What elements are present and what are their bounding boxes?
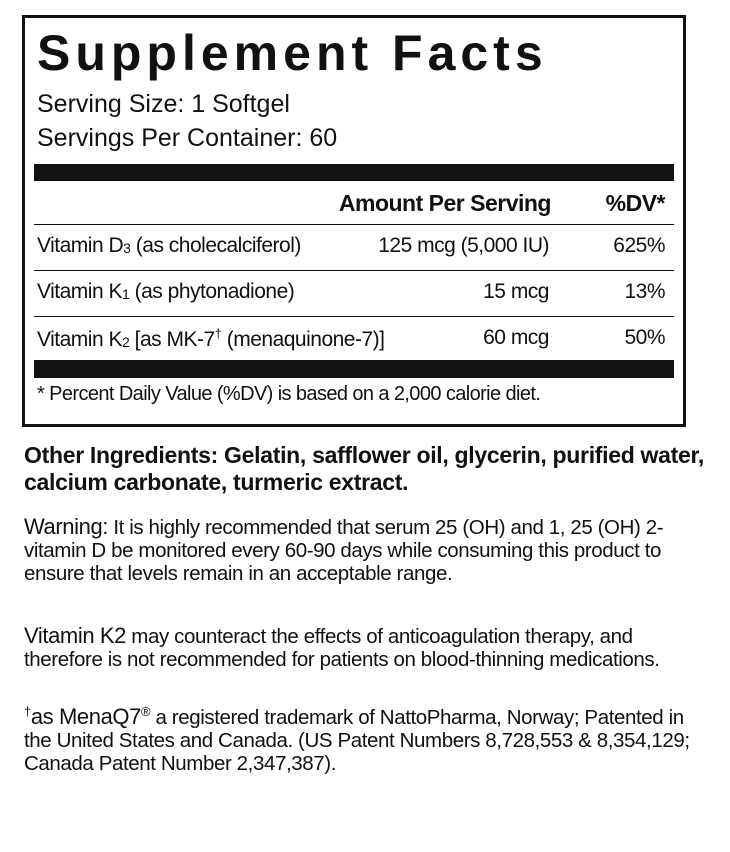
amount: 60 mcg	[483, 326, 549, 349]
nutrient-name: Vitamin K1 (as phytonadione)	[37, 280, 295, 304]
warning-text: It is highly recommended that serum 25 (…	[24, 516, 664, 585]
subscript: 3	[123, 240, 131, 256]
warning: Warning: It is highly recommended that s…	[24, 515, 704, 585]
table-row: Vitamin K1 (as phytonadione) 15 mcg 13%	[37, 272, 671, 312]
subscript: 2	[122, 334, 130, 350]
trademark-name: as MenaQ7	[30, 703, 142, 729]
name-part: (as phytonadione)	[129, 280, 295, 303]
table-row: Vitamin D3 (as cholecalciferol) 125 mcg …	[37, 226, 671, 266]
nutrient-name: Vitamin K2 [as MK-7† (menaquinone-7)]	[37, 326, 385, 352]
daily-value: 625%	[613, 234, 665, 257]
dagger: †	[24, 704, 31, 719]
registered-mark: ®	[140, 704, 151, 719]
name-part: Vitamin D	[37, 234, 124, 257]
dv-header: %DV*	[605, 190, 666, 216]
thick-rule	[34, 360, 674, 378]
thick-rule	[34, 164, 674, 181]
name-part: Vitamin K	[37, 328, 123, 351]
daily-value: 50%	[624, 326, 665, 349]
amount-header: Amount Per Serving	[338, 190, 552, 216]
note-label: Vitamin K2	[24, 623, 126, 648]
note-text: may counteract the effects of anticoagul…	[24, 625, 660, 671]
name-part: (as cholecalciferol)	[130, 234, 302, 257]
vitamin-k2-note: Vitamin K2 may counteract the effects of…	[24, 624, 704, 671]
supplement-facts-panel: Supplement Facts Serving Size: 1 Softgel…	[22, 15, 686, 427]
name-part: Vitamin K	[37, 280, 123, 303]
amount: 125 mcg (5,000 IU)	[378, 234, 549, 257]
warning-label: Warning:	[24, 514, 109, 539]
trademark-text: a registered trademark of NattoPharma, N…	[24, 705, 690, 775]
servings-per-container: Servings Per Container: 60	[37, 124, 338, 152]
daily-value: 13%	[624, 280, 665, 303]
nutrient-name: Vitamin D3 (as cholecalciferol)	[37, 234, 301, 258]
table-row: Vitamin K2 [as MK-7† (menaquinone-7)] 60…	[37, 318, 671, 358]
title: Supplement Facts	[37, 25, 548, 81]
rule	[34, 316, 674, 317]
name-part: [as MK-7	[129, 328, 216, 351]
other-ingredients: Other Ingredients: Gelatin, safflower oi…	[24, 442, 704, 495]
footnote: * Percent Daily Value (%DV) is based on …	[37, 383, 541, 405]
rule	[34, 224, 674, 225]
amount: 15 mcg	[483, 280, 549, 303]
rule	[34, 270, 674, 271]
table-header: Amount Per Serving %DV*	[37, 182, 671, 222]
subscript: 1	[122, 286, 130, 302]
trademark: †as MenaQ7® a registered trademark of Na…	[24, 700, 704, 775]
name-part: (menaquinone-7)]	[221, 328, 385, 351]
serving-size: Serving Size: 1 Softgel	[37, 90, 290, 118]
superscript: †	[214, 326, 222, 341]
